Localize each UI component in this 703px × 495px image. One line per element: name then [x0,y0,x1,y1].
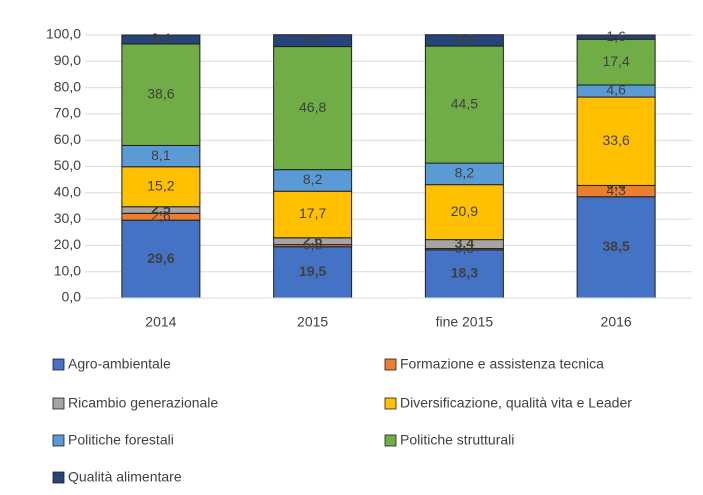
legend-label: Qualità alimentare [68,469,182,485]
y-tick-label: 100,0 [46,26,81,42]
x-tick-label: 2015 [297,314,328,330]
x-tick-label: fine 2015 [436,314,494,330]
data-label: 4,6 [606,82,626,98]
data-label: 8,2 [303,171,323,187]
legend-label: Agro-ambientale [68,356,171,372]
data-label: 20,9 [451,203,478,219]
data-label: 3,4 [151,30,171,46]
x-tick-label: 2014 [145,314,176,330]
y-tick-label: 90,0 [54,52,81,68]
legend-label: Ricambio generazionale [68,395,218,411]
data-label: 4,5 [303,31,323,47]
legend-swatch [52,471,65,484]
legend-swatch [52,434,65,447]
bar-segment [424,34,504,47]
data-label: 8,2 [455,165,475,181]
bar-segment [576,38,656,86]
data-label: 4,3 [455,31,475,47]
legend-swatch [52,358,65,371]
bar-segment [576,196,656,299]
legend-swatch [384,358,397,371]
y-tick-label: 20,0 [54,236,81,252]
legend-label: Diversificazione, qualità vita e Leader [400,395,632,411]
data-label: 18,3 [451,265,478,281]
legend-label: Formazione e assistenza tecnica [400,356,604,372]
data-label: 8,1 [151,147,171,163]
data-label: 1,6 [606,28,626,44]
legend-label: Politiche strutturali [400,432,514,448]
y-tick-label: 70,0 [54,105,81,121]
data-label: 38,5 [603,238,630,254]
y-tick-label: 0,0 [62,289,82,305]
legend-swatch [384,397,397,410]
bar-segment [424,249,504,299]
legend-swatch [52,397,65,410]
y-tick-label: 40,0 [54,184,81,200]
y-tick-label: 60,0 [54,131,81,147]
data-label: 44,5 [451,95,478,111]
bar-segment [121,34,201,45]
legend-swatch [384,434,397,447]
bar-segment [121,43,201,146]
bar-segment [576,96,656,186]
y-tick-label: 10,0 [54,262,81,278]
bar-segment [273,190,353,239]
bar-segment [424,45,504,164]
y-tick-label: 30,0 [54,210,81,226]
data-label: 19,5 [299,263,326,279]
bar-segment [273,46,353,171]
data-label: 15,2 [147,177,174,193]
data-label: 29,6 [147,250,174,266]
bar-segment [273,246,353,299]
bar-segment [576,34,656,40]
bar-segment [121,219,201,299]
data-label: 38,6 [147,85,174,101]
x-tick-label: 2016 [601,314,632,330]
legend-label: Politiche forestali [68,432,174,448]
data-label: 46,8 [299,99,326,115]
data-label: 17,7 [299,205,326,221]
data-label: 33,6 [603,132,630,148]
bar-segment [424,184,504,241]
bar-segment [273,34,353,48]
y-tick-label: 80,0 [54,78,81,94]
data-label: 17,4 [603,53,630,69]
y-tick-label: 50,0 [54,157,81,173]
